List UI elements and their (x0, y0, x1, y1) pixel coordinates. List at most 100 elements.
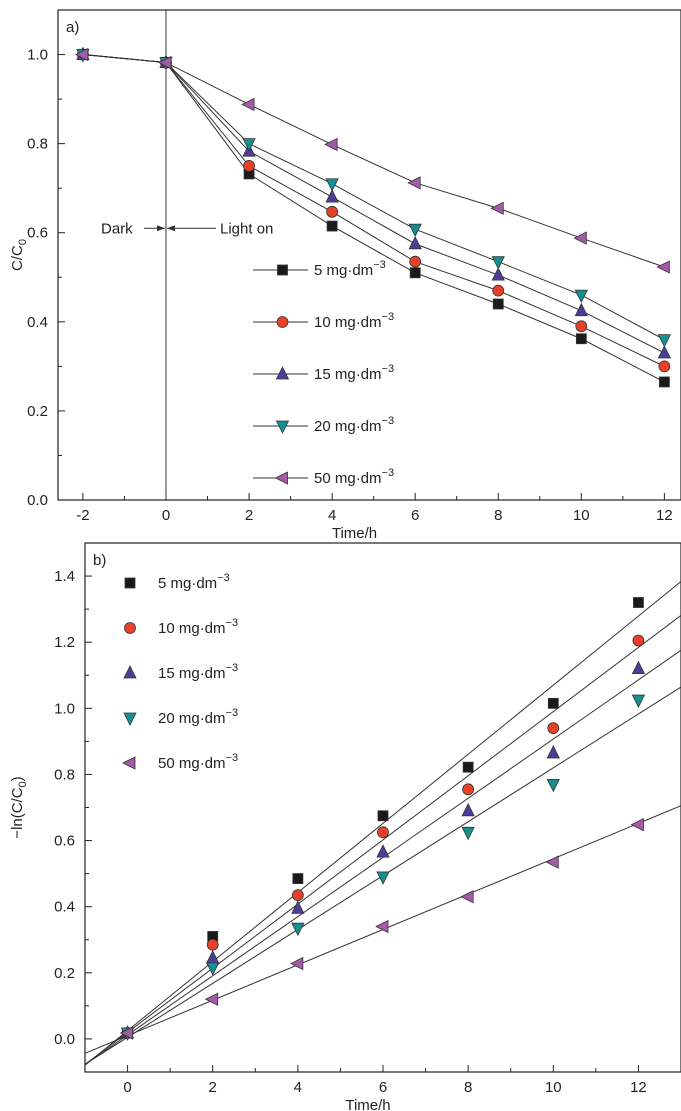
x-tick-label-b: 10 (545, 1079, 562, 1096)
series-3-b: 20 mg·dm−3 (84, 686, 681, 1065)
data-point (490, 201, 504, 215)
data-point (242, 138, 256, 152)
chart-panel-b: 0 2 4 6 8 10 12 0.0 0.2 0.4 0.6 0.8 1.0 1.2 1.4 Time/h −… (9, 542, 681, 1111)
data-point (409, 255, 422, 268)
data-point (492, 298, 504, 310)
panel-label-b: b) (93, 552, 106, 569)
legend-label: 5 mg·dm−3 (158, 572, 230, 592)
data-point (491, 256, 505, 270)
legend-label: 20 mg·dm−3 (158, 707, 238, 727)
dark-annotation: Dark (101, 220, 133, 237)
data-point (206, 962, 220, 976)
data-point (291, 922, 305, 937)
x-tick-label-b: 8 (464, 1079, 472, 1096)
data-point (119, 1026, 133, 1040)
y-tick-label-b: 1.4 (54, 568, 75, 585)
legend-marker (277, 264, 288, 276)
data-point (546, 778, 560, 793)
data-point (657, 334, 672, 348)
data-point (289, 956, 304, 971)
legend-label: 15 mg·dm−3 (314, 363, 394, 383)
y-axis-label-b: −ln(C/C0) (9, 776, 29, 838)
data-point (631, 660, 646, 675)
y-tick-label-a: 0.0 (27, 492, 48, 509)
data-point (657, 345, 672, 359)
x-tick-label-a: 0 (162, 507, 170, 524)
x-tick-label-b: 2 (209, 1079, 217, 1096)
data-point (326, 205, 339, 218)
data-point (491, 267, 505, 281)
x-axis-label-b: Time/h (345, 1097, 390, 1111)
data-point (460, 890, 474, 904)
data-point (75, 47, 89, 62)
data-point (658, 376, 670, 388)
dark-arrow-head (156, 225, 165, 232)
data-point (291, 889, 304, 902)
data-point (326, 220, 338, 232)
series-4-b: 50 mg·dm−3 (84, 752, 681, 1054)
legend-marker (275, 366, 290, 380)
fit-line (84, 615, 681, 1065)
legend-marker (274, 471, 288, 485)
x-tick-label-a: 10 (573, 507, 590, 524)
data-point (462, 783, 475, 796)
y-tick-label-a: 0.8 (27, 136, 48, 153)
data-point (632, 634, 645, 647)
data-point (377, 810, 389, 822)
y-tick-label-b: 0.6 (54, 833, 75, 850)
x-tick-label-a: 6 (411, 507, 419, 524)
series-line (82, 54, 665, 383)
data-point (574, 289, 588, 303)
fit-line (84, 581, 681, 1066)
y-axis-label-a: C/C0 (9, 239, 29, 271)
data-point (376, 844, 390, 858)
x-tick-label-b: 4 (294, 1079, 302, 1096)
panel-label-a: a) (66, 19, 79, 36)
data-point (573, 231, 587, 245)
x-tick-label-b: 0 (123, 1079, 131, 1096)
x-tick-label-b: 12 (630, 1079, 647, 1096)
legend-marker (123, 712, 137, 726)
y-tick-label-b: 0.4 (54, 899, 75, 916)
plot-frame-a (57, 9, 681, 501)
legend-marker (124, 622, 136, 634)
series-line (82, 54, 665, 268)
data-point (546, 745, 560, 759)
data-point (461, 802, 475, 817)
legend-label: 15 mg·dm−3 (158, 662, 238, 682)
data-point (461, 826, 475, 841)
series-1-b: 10 mg·dm−3 (84, 615, 681, 1065)
x-tick-label-a: 12 (656, 507, 673, 524)
light-on-annotation: Light on (220, 220, 273, 237)
data-point (633, 597, 644, 608)
legend-label: 10 mg·dm−3 (158, 617, 238, 637)
data-point (409, 267, 421, 279)
data-point (631, 694, 646, 708)
series-0-b: 5 mg·dm−3 (84, 572, 681, 1066)
legend-label: 10 mg·dm−3 (314, 311, 394, 331)
data-point (375, 919, 389, 934)
data-point (241, 97, 255, 112)
data-point (408, 223, 422, 238)
data-point (243, 160, 255, 172)
data-point (292, 873, 304, 884)
legend-marker (124, 577, 136, 589)
y-tick-label-b: 1.2 (54, 634, 75, 651)
x-tick-label-a: 4 (328, 507, 336, 524)
x-tick-label-a: -2 (76, 507, 89, 524)
y-tick-label-b: 0.0 (54, 1031, 75, 1048)
y-tick-label-a: 1.0 (27, 47, 48, 64)
data-point (574, 302, 588, 317)
y-tick-label-a: 0.2 (27, 403, 48, 420)
data-point (377, 826, 389, 839)
data-point (492, 284, 505, 297)
x-tick-label-a: 2 (245, 507, 253, 524)
data-point (376, 871, 390, 885)
data-point (206, 950, 220, 964)
data-point (324, 137, 338, 152)
data-point (547, 722, 560, 735)
data-point (204, 992, 219, 1006)
legend-marker (122, 756, 136, 770)
series-4-a: 50 mg·dm−3 (75, 47, 670, 487)
